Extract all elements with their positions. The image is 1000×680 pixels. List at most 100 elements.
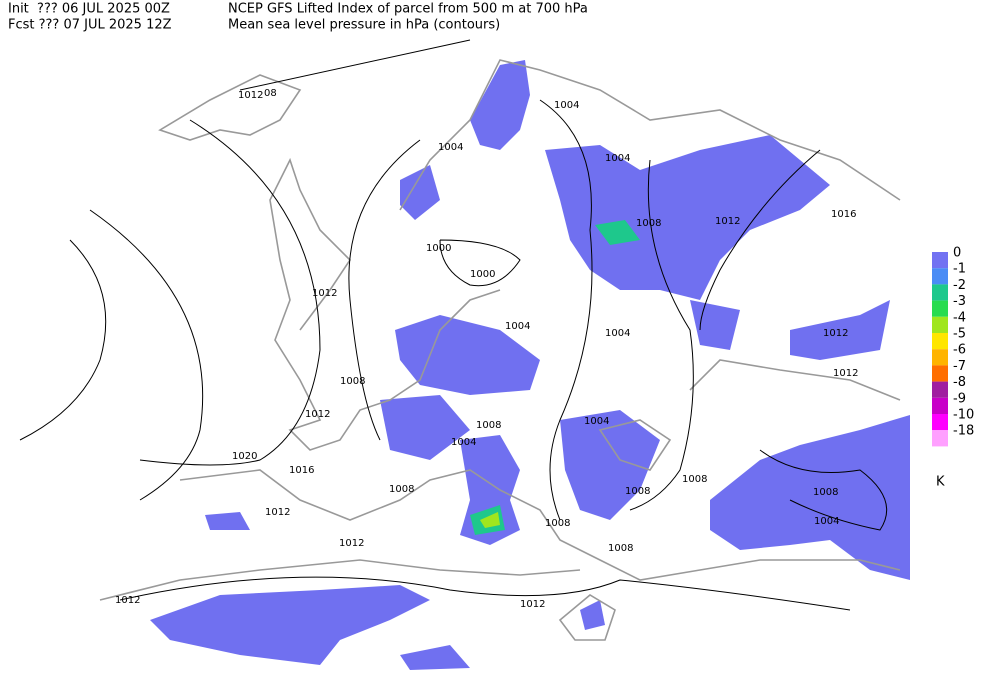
coastline <box>179 469 901 581</box>
contour-label: 1000 <box>426 243 451 254</box>
isobar <box>139 119 321 466</box>
coastline <box>99 559 581 601</box>
contour-label: 1012 <box>238 90 263 101</box>
isobar <box>629 159 694 511</box>
legend-swatch <box>932 284 948 301</box>
legend-swatch <box>932 430 948 447</box>
shaded-area <box>790 300 890 360</box>
legend-label: -2 <box>953 278 966 293</box>
contour-label: 1004 <box>605 328 630 339</box>
shaded-area <box>400 165 440 220</box>
contour-label: 1012 <box>833 368 858 379</box>
isobar <box>89 209 204 501</box>
isobars <box>19 39 888 611</box>
legend-swatch <box>932 252 948 269</box>
contour-label: 1008 <box>608 543 633 554</box>
shaded-area <box>400 645 470 670</box>
legend-label: -4 <box>953 310 966 325</box>
contour-label: 1004 <box>438 142 463 153</box>
contour-label: 1008 <box>340 376 365 387</box>
coastline <box>399 59 901 211</box>
isobar <box>759 449 888 531</box>
legend-swatch <box>932 381 948 398</box>
shaded-area <box>380 395 470 460</box>
shaded-area <box>690 300 740 350</box>
legend-label: -3 <box>953 294 966 309</box>
legend-swatch <box>932 300 948 317</box>
legend-label: 0 <box>953 246 961 261</box>
header-background <box>0 0 560 34</box>
shaded-area <box>545 135 830 300</box>
shaded-area <box>580 600 605 630</box>
shaded-area <box>710 415 910 580</box>
legend-label: -9 <box>953 391 966 406</box>
contour-label: 1004 <box>814 516 839 527</box>
contour-label: 1012 <box>265 507 290 518</box>
lifted-index-areas <box>150 60 910 670</box>
contour-label: 1016 <box>289 465 314 476</box>
legend-label: -8 <box>953 375 966 390</box>
isobar <box>699 149 821 331</box>
contour-label: 1020 <box>232 451 257 462</box>
shaded-area <box>205 512 250 530</box>
shaded-area <box>560 410 660 520</box>
contour-label: 1004 <box>584 416 609 427</box>
isobar <box>119 576 851 611</box>
coastline <box>689 359 901 401</box>
contour-label: 1008 <box>625 486 650 497</box>
contour-label: 1012 <box>312 288 337 299</box>
contour-label: 1016 <box>831 209 856 220</box>
coastline <box>598 419 672 471</box>
contour-label: 1004 <box>605 153 630 164</box>
contour-label: 1012 <box>715 216 740 227</box>
contour-label: 08 <box>264 88 277 99</box>
init-label: Init ??? 06 JUL 2025 00Z <box>8 2 170 17</box>
isobar <box>239 39 471 441</box>
contour-label: 1012 <box>305 409 330 420</box>
legend-swatch <box>932 397 948 414</box>
coastlines <box>99 59 901 641</box>
legend-label: -7 <box>953 359 966 374</box>
coastline <box>158 74 302 141</box>
shaded-area <box>395 315 540 395</box>
contour-label: 1008 <box>636 218 661 229</box>
shaded-area <box>150 585 430 665</box>
fcst-label: Fcst ??? 07 JUL 2025 12Z <box>8 18 172 33</box>
legend-swatch <box>932 316 948 333</box>
isobar <box>19 239 107 441</box>
contour-label: 1012 <box>339 538 364 549</box>
shaded-area <box>595 220 640 245</box>
legend-label: -1 <box>953 262 966 277</box>
contour-label: 1012 <box>520 599 545 610</box>
shaded-area <box>480 512 500 528</box>
legend-label: -10 <box>953 408 974 423</box>
contour-label: 1004 <box>505 321 530 332</box>
contour-labels: 1012 08 1004 1004 1004 1008 1012 1016 10… <box>115 88 858 610</box>
legend-label: -6 <box>953 343 966 358</box>
legend-swatch <box>932 414 948 431</box>
contour-label: 1004 <box>554 100 579 111</box>
legend: 0-1-2-3-4 -5-6-7-8-9 -10-18 <box>932 246 974 447</box>
contour-label: 1008 <box>813 487 838 498</box>
isobar <box>439 239 521 287</box>
legend-swatch <box>932 365 948 382</box>
shaded-area <box>470 60 530 150</box>
contour-label: 1008 <box>545 518 570 529</box>
subtitle: Mean sea level pressure in hPa (contours… <box>228 18 500 33</box>
contour-label: 1000 <box>470 269 495 280</box>
coastline <box>269 157 501 451</box>
legend-swatch <box>932 268 948 285</box>
contour-label: 1008 <box>389 484 414 495</box>
contour-label: 1012 <box>115 595 140 606</box>
legend-label: -5 <box>953 327 966 342</box>
legend-label: -18 <box>953 424 974 439</box>
legend-swatch <box>932 349 948 366</box>
legend-swatch <box>932 333 948 350</box>
isobar <box>539 99 593 521</box>
contour-label: 1012 <box>823 328 848 339</box>
contour-label: 1004 <box>451 437 476 448</box>
contour-label: 1008 <box>476 420 501 431</box>
title: NCEP GFS Lifted Index of parcel from 500… <box>228 2 588 17</box>
legend-unit: K <box>936 475 945 490</box>
